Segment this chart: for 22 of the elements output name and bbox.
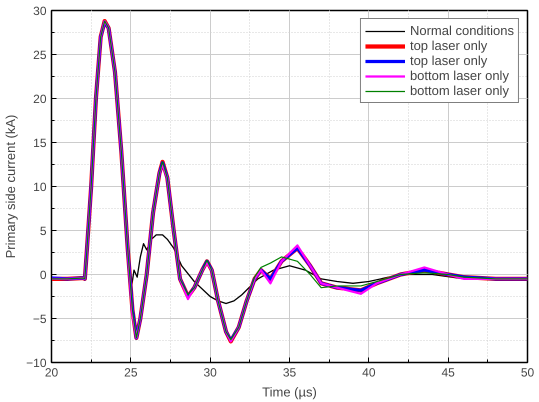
legend-label: top laser only [410,38,488,53]
y-tick-label: 5 [40,224,47,238]
legend-label: Normal conditions [410,23,514,38]
legend-label: top laser only [410,53,488,68]
x-tick-label: 50 [520,366,534,380]
y-tick-label: 20 [33,92,47,106]
x-tick-label: 40 [362,366,376,380]
y-tick-label: −10 [26,356,47,370]
y-tick-label: 25 [33,48,47,62]
x-tick-label: 30 [203,366,218,380]
y-tick-label: 30 [33,4,47,18]
y-axis-title: Primary side current (kA) [3,114,18,258]
x-axis-title: Time (µs) [262,384,317,400]
legend-label: bottom laser only [410,83,509,98]
x-tick-label: 45 [441,366,456,380]
y-tick-label: 0 [40,268,47,282]
y-tick-label: −5 [32,312,47,326]
x-tick-label: 35 [282,366,296,380]
legend-label: bottom laser only [410,68,509,83]
x-tick-label: 25 [124,366,138,380]
y-tick-label: 15 [33,136,47,150]
y-tick-label: 10 [33,180,47,194]
